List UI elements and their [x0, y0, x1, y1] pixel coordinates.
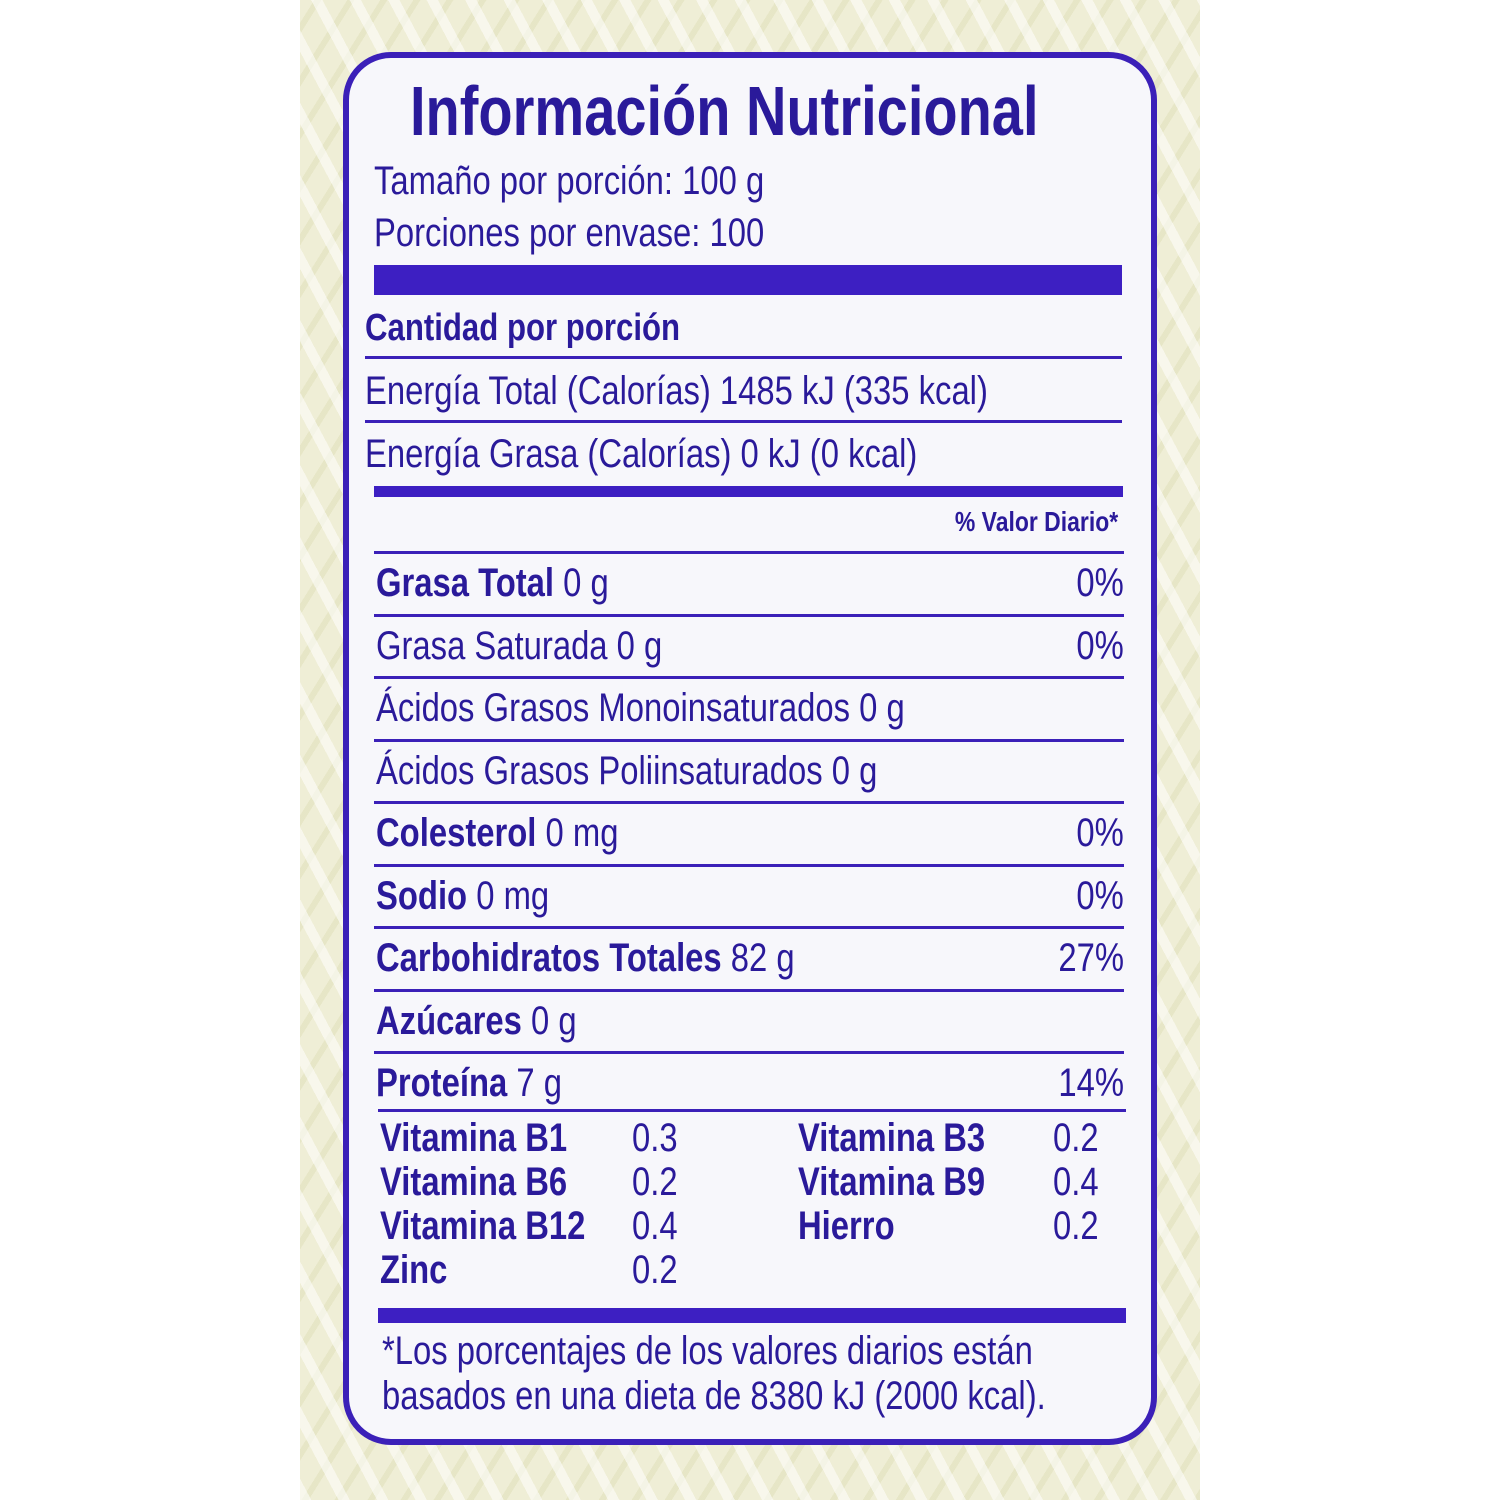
- divider: [374, 989, 1124, 992]
- divider: [374, 1051, 1124, 1054]
- nutrient-daily-value: 0%: [1076, 874, 1124, 918]
- bottom-divider: [378, 1308, 1126, 1323]
- micronutrient-name: Vitamina B1: [380, 1116, 568, 1160]
- nutrient-name: Sodio: [376, 874, 468, 918]
- divider: [365, 356, 1122, 359]
- nutrient-daily-value: 0%: [1076, 561, 1124, 605]
- nutrient-amount: 0 g: [850, 686, 905, 730]
- nutrient-daily-value: 27%: [1058, 936, 1124, 980]
- micronutrient-name: Vitamina B6: [380, 1160, 568, 1204]
- daily-value-header: % Valor Diario*: [954, 506, 1118, 537]
- divider: [374, 926, 1124, 929]
- nutrient-row: Grasa Total 0 g: [376, 563, 609, 603]
- nutrient-name: Colesterol: [376, 811, 537, 855]
- nutrient-amount: 0 g: [607, 624, 663, 668]
- thick-divider: [374, 265, 1122, 295]
- nutrient-daily-value: 0%: [1076, 624, 1124, 668]
- nutrient-row: Grasa Saturada 0 g: [376, 626, 662, 666]
- nutrient-amount: 7 g: [507, 1061, 562, 1105]
- micronutrient-value: 0.2: [1053, 1204, 1099, 1248]
- micronutrient-name: Vitamina B9: [798, 1160, 986, 1204]
- nutrient-amount: 0 g: [554, 561, 609, 605]
- nutrient-row: Colesterol 0 mg: [376, 813, 618, 853]
- energy-fat: Energía Grasa (Calorías) 0 kJ (0 kcal): [365, 432, 918, 476]
- serving-size: Tamaño por porción: 100 g: [374, 159, 765, 203]
- nutrient-amount: 0 mg: [467, 874, 550, 918]
- micronutrient-value: 0.2: [632, 1248, 678, 1292]
- nutrient-amount: 0 g: [521, 999, 577, 1043]
- energy-total: Energía Total (Calorías) 1485 kJ (335 kc…: [365, 369, 988, 413]
- nutrient-daily-value: 14%: [1058, 1061, 1124, 1105]
- nutrient-daily-value: 0%: [1076, 811, 1124, 855]
- divider: [374, 801, 1124, 804]
- micronutrient-value: 0.4: [1053, 1160, 1099, 1204]
- nutrient-name: Ácidos Grasos Monoinsaturados: [376, 686, 851, 730]
- nutrient-row: Azúcares 0 g: [376, 1001, 577, 1041]
- footnote-line-1: *Los porcentajes de los valores diarios …: [382, 1329, 1033, 1373]
- nutrient-row: Ácidos Grasos Monoinsaturados 0 g: [376, 688, 905, 728]
- medium-divider: [374, 486, 1123, 497]
- label-title: Información Nutricional: [410, 72, 1039, 150]
- nutrient-amount: 0 mg: [536, 811, 619, 855]
- divider: [374, 676, 1124, 679]
- nutrient-name: Grasa Total: [376, 561, 555, 605]
- divider: [374, 551, 1124, 554]
- nutrient-row: Sodio 0 mg: [376, 876, 549, 916]
- nutrient-name: Ácidos Grasos Poliinsaturados: [376, 749, 823, 793]
- divider: [374, 864, 1124, 867]
- nutrient-name: Grasa Saturada: [376, 624, 608, 668]
- micronutrient-name: Zinc: [380, 1248, 448, 1292]
- nutrient-row: Proteína 7 g: [376, 1063, 562, 1103]
- nutrient-name: Carbohidratos Totales: [376, 936, 722, 980]
- micronutrient-value: 0.4: [632, 1204, 678, 1248]
- servings-per-container: Porciones por envase: 100: [374, 211, 765, 255]
- footnote-line-2: basados en una dieta de 8380 kJ (2000 kc…: [382, 1374, 1046, 1418]
- nutrient-row: Ácidos Grasos Poliinsaturados 0 g: [376, 751, 877, 791]
- micronutrient-name: Vitamina B12: [380, 1204, 586, 1248]
- divider: [374, 739, 1124, 742]
- divider: [378, 1109, 1126, 1112]
- nutrient-row: Carbohidratos Totales 82 g: [376, 938, 795, 978]
- divider: [365, 420, 1122, 423]
- amount-per-serving: Cantidad por porción: [365, 307, 681, 349]
- nutrient-amount: 0 g: [822, 749, 878, 793]
- micronutrient-name: Hierro: [798, 1204, 895, 1248]
- nutrient-name: Azúcares: [376, 999, 522, 1043]
- micronutrient-value: 0.3: [632, 1116, 678, 1160]
- micronutrient-value: 0.2: [1053, 1116, 1099, 1160]
- micronutrient-value: 0.2: [632, 1160, 678, 1204]
- nutrient-name: Proteína: [376, 1061, 508, 1105]
- micronutrient-name: Vitamina B3: [798, 1116, 986, 1160]
- divider: [374, 614, 1124, 617]
- nutrient-amount: 82 g: [721, 936, 795, 980]
